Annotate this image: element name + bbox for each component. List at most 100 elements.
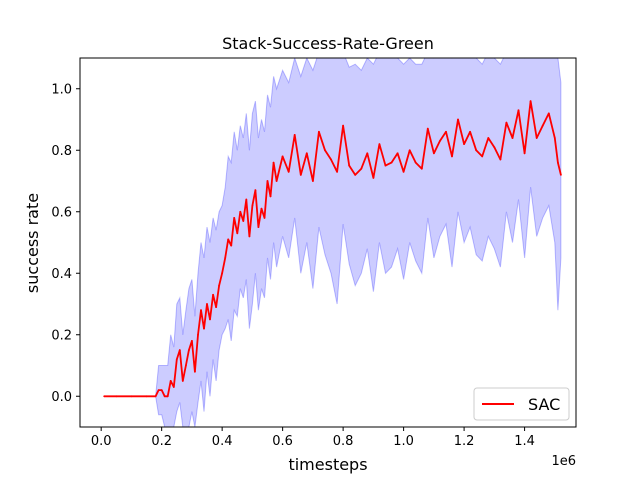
data-point bbox=[197, 333, 199, 336]
data-point bbox=[366, 152, 369, 155]
data-point bbox=[160, 389, 163, 391]
data-point bbox=[157, 389, 160, 391]
data-point bbox=[175, 358, 178, 361]
data-point bbox=[145, 395, 148, 398]
data-point bbox=[390, 161, 393, 164]
data-point bbox=[188, 349, 190, 351]
data-point bbox=[185, 364, 187, 367]
y-axis: 0.0 0.2 0.4 0.6 0.8 1.0 bbox=[51, 82, 80, 405]
data-point bbox=[103, 395, 106, 398]
data-point bbox=[469, 130, 471, 133]
plot-area bbox=[103, 58, 562, 427]
data-point bbox=[499, 158, 502, 161]
data-point bbox=[209, 318, 211, 321]
data-point bbox=[318, 130, 320, 133]
data-point bbox=[305, 152, 308, 155]
data-point bbox=[212, 293, 215, 296]
data-point bbox=[281, 155, 284, 158]
data-point bbox=[254, 189, 257, 192]
data-point bbox=[260, 207, 263, 210]
data-point bbox=[547, 112, 550, 115]
data-point bbox=[242, 220, 245, 222]
data-point bbox=[378, 143, 381, 146]
data-point bbox=[541, 124, 544, 127]
data-point bbox=[166, 395, 169, 398]
data-point bbox=[372, 177, 375, 179]
x-tick-label: 1.2 bbox=[454, 434, 475, 449]
x-tick-label: 1.0 bbox=[393, 434, 414, 449]
data-point bbox=[299, 174, 302, 176]
data-point bbox=[169, 380, 172, 382]
data-point bbox=[475, 149, 478, 152]
y-tick-label: 0.0 bbox=[51, 390, 72, 405]
data-point bbox=[230, 244, 233, 247]
data-point bbox=[487, 137, 490, 139]
data-point bbox=[330, 158, 332, 161]
x-tick-label: 0.2 bbox=[151, 434, 172, 449]
data-point bbox=[272, 161, 275, 164]
data-point bbox=[348, 164, 351, 167]
y-tick-label: 0.4 bbox=[51, 267, 72, 282]
x-tick-label: 0.0 bbox=[91, 434, 112, 449]
data-point bbox=[408, 149, 411, 152]
data-point bbox=[535, 137, 538, 139]
legend-box bbox=[473, 387, 570, 421]
x-tick-label: 0.6 bbox=[272, 434, 293, 449]
x-axis-title: timesteps bbox=[288, 455, 367, 474]
data-point bbox=[451, 155, 453, 158]
data-point bbox=[384, 164, 387, 167]
data-point bbox=[523, 152, 526, 155]
data-point bbox=[517, 109, 520, 112]
plot-frame bbox=[79, 57, 577, 428]
data-point bbox=[481, 155, 484, 158]
data-point bbox=[263, 217, 266, 219]
y-tick-label: 0.2 bbox=[51, 328, 72, 343]
data-point bbox=[529, 100, 532, 102]
data-point bbox=[557, 161, 559, 164]
data-point bbox=[154, 395, 157, 398]
data-point bbox=[239, 210, 242, 213]
data-point bbox=[402, 170, 405, 173]
y-axis-title: success rate bbox=[23, 193, 42, 293]
data-point bbox=[463, 143, 465, 146]
data-point bbox=[200, 309, 202, 312]
data-point bbox=[130, 395, 133, 398]
data-point bbox=[420, 167, 423, 170]
y-tick-label: 1.0 bbox=[51, 82, 72, 97]
x-axis-offset-label: 1e6 bbox=[551, 454, 576, 469]
y-tick-label: 0.8 bbox=[51, 144, 72, 159]
data-point bbox=[181, 380, 184, 382]
data-point bbox=[293, 134, 296, 136]
x-tick-label: 0.8 bbox=[333, 434, 354, 449]
data-point bbox=[426, 127, 429, 130]
data-point bbox=[206, 303, 208, 305]
x-tick-label: 1.4 bbox=[514, 434, 535, 449]
data-point bbox=[194, 370, 196, 373]
data-point bbox=[163, 395, 166, 398]
data-point bbox=[203, 327, 205, 330]
data-point bbox=[275, 180, 278, 182]
data-point bbox=[433, 152, 435, 155]
data-point bbox=[172, 386, 175, 388]
data-point bbox=[553, 137, 556, 139]
confidence-band-0 bbox=[104, 58, 562, 427]
data-point bbox=[257, 226, 260, 229]
data-point bbox=[218, 284, 221, 287]
data-point bbox=[396, 152, 399, 155]
data-point bbox=[414, 161, 417, 164]
data-point bbox=[224, 257, 227, 259]
x-axis: 0.0 0.2 0.4 0.6 0.8 1.0 1.2 1.4 bbox=[91, 427, 535, 449]
legend-label-sac: SAC bbox=[528, 395, 560, 414]
data-point bbox=[312, 180, 314, 182]
data-point bbox=[191, 340, 193, 342]
data-point bbox=[269, 195, 272, 198]
data-point bbox=[336, 170, 338, 173]
data-point bbox=[324, 149, 326, 152]
data-point bbox=[245, 198, 248, 201]
data-point bbox=[354, 174, 357, 176]
data-point bbox=[227, 238, 230, 241]
legend: SAC bbox=[473, 387, 570, 421]
data-point bbox=[266, 180, 269, 182]
data-point bbox=[251, 204, 254, 207]
